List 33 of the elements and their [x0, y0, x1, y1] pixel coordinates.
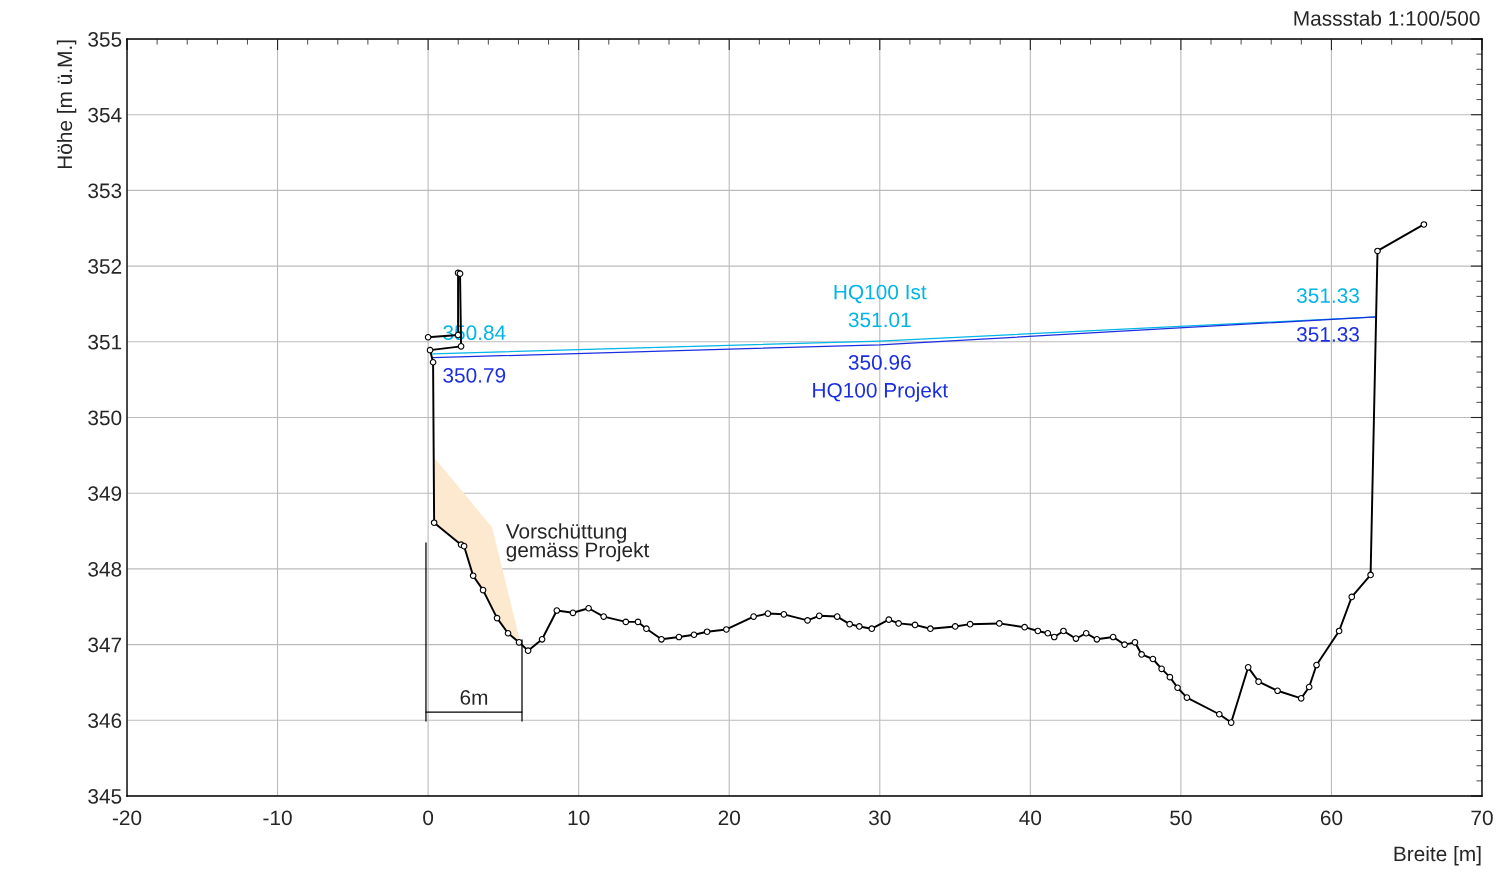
data-label: 351.33 — [1296, 327, 1359, 342]
data-label: 350.79 — [443, 367, 506, 383]
series-label: HQ100 Projekt — [813, 382, 948, 402]
text: Massstab 1:100/500 — [1294, 10, 1480, 26]
data-label: 351.33 — [1296, 288, 1359, 303]
x-tick-label: 10 — [568, 810, 590, 826]
x-tick-label: 60 — [1320, 810, 1343, 826]
data-label: 350.96 — [848, 355, 911, 370]
y-axis-title: Höhe [m ü.M.] — [56, 40, 77, 169]
y-tick-label: 352 — [88, 259, 122, 274]
annotation: Vorschüttung gemäss Projekt — [505, 523, 650, 562]
y-tick-label: 347 — [88, 637, 122, 653]
y-tick-label: 355 — [88, 32, 122, 47]
x-tick-label: 50 — [1170, 810, 1192, 826]
x-tick-label: 70 — [1471, 810, 1493, 826]
x-axis-title: Breite [m] — [1394, 845, 1481, 866]
y-tick-label: 345 — [88, 789, 122, 804]
x-tick-label: 30 — [868, 810, 891, 826]
x-tick-label: -20 — [112, 810, 142, 826]
data-label: 351.01 — [848, 312, 911, 328]
y-tick-label: 348 — [88, 561, 122, 577]
y-tick-label: 353 — [88, 183, 122, 199]
x-tick-label: 20 — [718, 810, 740, 826]
y-tick-label: 354 — [88, 107, 122, 123]
x-tick-label: -10 — [263, 810, 292, 826]
series-label: HQ100 Ist — [834, 284, 927, 304]
x-tick-label: 40 — [1019, 810, 1042, 826]
y-tick-label: 351 — [88, 334, 122, 350]
annotation: 6m — [460, 690, 488, 705]
x-tick-label: 0 — [423, 810, 434, 826]
y-tick-label: 350 — [88, 410, 122, 426]
y-tick-label: 349 — [88, 486, 122, 501]
y-tick-label: 346 — [88, 713, 122, 729]
